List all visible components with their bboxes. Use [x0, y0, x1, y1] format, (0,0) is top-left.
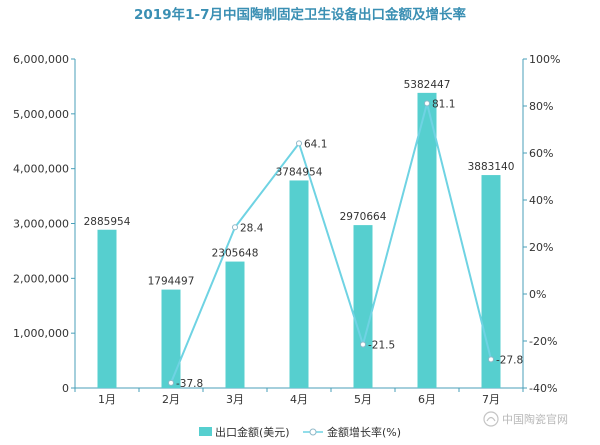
- line-point: [488, 356, 494, 363]
- y-left-tick-label: 3,000,000: [13, 218, 69, 231]
- line-value-label: 28.4: [240, 222, 264, 234]
- y-left-tick-label: 5,000,000: [13, 108, 69, 121]
- legend-bar-label: 出口金额(美元): [215, 425, 290, 439]
- bar-value-label: 3883140: [468, 161, 515, 173]
- bar-value-label: 3784954: [276, 166, 323, 178]
- line-point: [232, 224, 238, 231]
- bar: [225, 261, 245, 388]
- bar-value-label: 2970664: [340, 211, 387, 223]
- line-point: [424, 100, 430, 107]
- x-tick-label: 3月: [226, 393, 244, 406]
- line-series: [168, 100, 494, 386]
- y-right-tick-label: 20%: [529, 241, 553, 254]
- growth-line: [170, 103, 492, 384]
- y-left-tick-label: 6,000,000: [13, 53, 69, 66]
- legend-bar-swatch: [199, 427, 212, 436]
- legend-line-label: 金额增长率(%): [327, 425, 401, 439]
- bar: [353, 225, 373, 388]
- bar-value-label: 2305648: [212, 248, 259, 260]
- x-tick-label: 7月: [482, 393, 500, 406]
- watermark: 中国陶瓷官网: [483, 411, 568, 427]
- x-tick-label: 2月: [162, 393, 180, 406]
- axes: 0 1,000,000 2,000,000 3,000,000 4,000,000 5,0…: [13, 53, 560, 406]
- bar: [289, 180, 309, 388]
- legend: 出口金额(美元) 金额增长率(%): [199, 425, 401, 439]
- bar: [417, 92, 437, 388]
- y-left-tick-label: 2,000,000: [13, 272, 69, 285]
- line-point: [168, 379, 174, 386]
- x-tick-label: 1月: [98, 393, 116, 406]
- x-tick-label: 4月: [290, 393, 308, 406]
- y-left-tick-label: 4,000,000: [13, 163, 69, 176]
- data-labels: 2885954 1794497 2305648 3784954 2970664 53824…: [84, 79, 524, 390]
- y-right-tick-label: 60%: [529, 147, 553, 160]
- bar-value-label: 2885954: [84, 216, 131, 228]
- y-right-tick-label: -20%: [529, 335, 557, 348]
- line-value-label: -27.8: [496, 354, 523, 366]
- y-right-tick-label: 100%: [529, 53, 560, 66]
- line-point: [360, 341, 366, 348]
- line-value-label: 64.1: [304, 138, 327, 150]
- y-right-tick-label: 80%: [529, 100, 553, 113]
- watermark-text: 中国陶瓷官网: [502, 412, 568, 426]
- chart-title: 2019年1-7月中国陶制固定卫生设备出口金额及增长率: [134, 6, 466, 23]
- line-value-label: -37.8: [176, 378, 203, 390]
- watermark-logo-icon: [483, 411, 499, 427]
- line-value-label: 81.1: [432, 98, 455, 110]
- bar-value-label: 1794497: [148, 276, 195, 288]
- y-right-tick-label: 40%: [529, 194, 553, 207]
- bar-series: [97, 92, 501, 388]
- x-tick-label: 6月: [418, 393, 436, 406]
- bar: [161, 289, 181, 388]
- bar: [97, 229, 117, 388]
- y-right-tick-label: 0%: [529, 288, 546, 301]
- line-value-label: -21.5: [368, 340, 395, 352]
- bar: [481, 175, 501, 388]
- legend-line-marker: [309, 428, 317, 436]
- y-left-tick-label: 1,000,000: [13, 327, 69, 340]
- y-left-tick-label: 0: [62, 382, 69, 395]
- bar-value-label: 5382447: [404, 79, 451, 91]
- y-right-tick-label: -40%: [529, 382, 557, 395]
- line-point: [296, 140, 302, 147]
- x-tick-label: 5月: [354, 393, 372, 406]
